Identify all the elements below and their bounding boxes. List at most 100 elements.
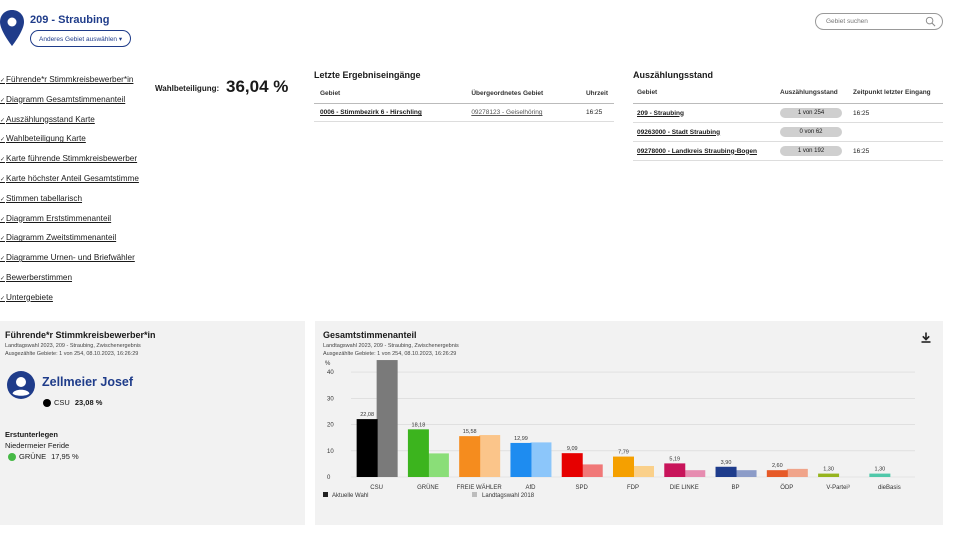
nav-link[interactable]: ✓Untergebiete [0,292,150,312]
bar-value-label: 12,99 [514,436,528,442]
card-subtitle: Ausgezählte Gebiete: 1 von 254, 08.10.20… [5,351,139,357]
check-icon: ✓ [0,157,6,164]
table-header-row: Gebiet Übergeordnetes Gebiet Uhrzeit [314,86,614,104]
nav-link-label: Diagramme Urnen- und Briefwähler [6,253,135,263]
bar-value-label: 15,58 [463,429,477,435]
leading-candidate-card: Führende*r Stimmkreisbewerber*in Landtag… [0,321,305,525]
bar-value-label: 2,60 [772,463,783,469]
x-tick-label: ÖDP [780,484,793,491]
nav-link-label: Bewerberstimmen [6,272,73,282]
column-header: Gebiet [314,86,466,104]
time-cell: 16:25 [579,103,614,122]
bar-2018 [633,465,654,477]
x-tick-label: dieBasis [878,485,901,491]
table-row: 09278000 - Landkreis Straubing-Bogen 1 v… [633,141,943,161]
download-icon[interactable] [921,332,931,343]
search-icon[interactable] [925,16,936,27]
candidate-name: Zellmeier Josef [42,375,134,389]
bar-current [766,470,788,477]
nav-link[interactable]: ✓Auszählungsstand Karte [0,114,150,134]
bar-current [818,473,840,477]
person-avatar-icon [7,371,35,399]
check-icon: ✓ [0,196,6,203]
nav-link[interactable]: ✓Diagramm Erststimmenanteil [0,213,150,233]
party-name: CSU [54,398,70,407]
card-subtitle: Ausgezählte Gebiete: 1 von 254, 08.10.20… [323,351,457,357]
bar-2018 [530,442,552,477]
bar-value-label: 18,18 [412,422,426,428]
table-row: 209 - Straubing 1 von 254 16:25 [633,103,943,123]
time-cell: 16:25 [849,141,943,161]
x-tick-label: SPD [576,485,589,491]
vote-share-bar-chart: % 0 10 20 30 40 22,08 CSU 18,18 GRÜNE 15,58 FREIE W… [323,360,915,499]
count-status-badge: 1 von 192 [780,146,842,156]
y-tick-label: 0 [327,475,331,481]
area-link[interactable]: 209 - Straubing [637,109,684,117]
nav-link[interactable]: ✓Karte höchster Anteil Gesamtstimme [0,173,150,193]
bar-value-label: 7,79 [618,450,629,456]
nav-link[interactable]: ✓Karte führende Stimmkreisbewerber [0,153,150,173]
bar-value-label: 5,19 [669,456,680,462]
nav-link-label: Wahlbeteiligung Karte [6,134,86,144]
nav-link[interactable]: ✓Führende*r Stimmkreisbewerber*in [0,74,150,94]
turnout-label: Wahlbeteiligung: [155,84,220,93]
nav-link-label: Stimmen tabellarisch [6,193,83,203]
column-header: Gebiet [633,86,776,104]
legend-swatch [323,492,328,497]
legend-label: Aktuelle Wahl [332,493,368,499]
nav-link[interactable]: ✓Diagramme Urnen- und Briefwähler [0,252,150,272]
parent-area-link[interactable]: 09278123 - Geiselhöring [471,109,543,116]
nav-link-label: Diagramm Erststimmenanteil [6,213,112,223]
legend-label: Landtagswahl 2018 [482,493,535,499]
nav-link-label: Auszählungsstand Karte [6,114,95,124]
nav-link[interactable]: ✓Diagramm Zweitstimmenanteil [0,232,150,252]
bar-current [356,419,378,477]
turnout-value: 36,04 % [226,77,289,96]
bar-2018 [684,470,706,477]
area-link[interactable]: 0006 - Stimmbezirk 6 - Hirschling [320,109,422,116]
party-name: GRÜNE [19,452,47,461]
bar-2018 [376,360,398,477]
bar-value-label: 9,09 [567,446,578,452]
card-title: Gesamtstimmenanteil [323,330,417,340]
count-status-badge: 0 von 62 [780,127,842,137]
area-link[interactable]: 09278000 - Landkreis Straubing-Bogen [637,147,757,155]
nav-link-label: Diagramm Gesamtstimmenanteil [6,94,126,104]
nav-link-label: Karte führende Stimmkreisbewerber [6,154,138,164]
area-link[interactable]: 09263000 - Stadt Straubing [637,128,721,136]
section-nav: ✓Führende*r Stimmkreisbewerber*in ✓Diagr… [0,74,150,312]
nav-link[interactable]: ✓Diagramm Gesamtstimmenanteil [0,94,150,114]
nav-link[interactable]: ✓Stimmen tabellarisch [0,193,150,213]
party-color-dot [8,452,16,461]
check-icon: ✓ [0,256,6,263]
runner-up-party: GRÜNE 17,95 % [8,452,79,461]
check-icon: ✓ [0,176,6,183]
search-input[interactable]: Gebiet suchen [815,13,943,30]
runner-up-name: Niedermeier Feride [5,441,70,450]
bar-value-label: 1,30 [875,467,886,473]
card-subtitle: Landtagswahl 2023, 209 - Straubing, Zwis… [323,343,459,349]
count-status-title: Auszählungsstand [633,70,714,80]
y-axis-unit: % [325,361,331,367]
table-row: 0006 - Stimmbezirk 6 - Hirschling 092781… [314,103,614,122]
bar-current [869,473,891,477]
card-subtitle: Landtagswahl 2023, 209 - Straubing, Zwis… [5,343,141,349]
nav-link[interactable]: ✓Bewerberstimmen [0,272,150,292]
column-header: Auszählungsstand [776,86,849,104]
check-icon: ✓ [0,216,6,223]
check-icon: ✓ [0,236,6,243]
count-status-table: Gebiet Auszählungsstand Zeitpunkt letzte… [633,86,943,161]
latest-results-table: Gebiet Übergeordnetes Gebiet Uhrzeit 000… [314,86,614,122]
x-tick-label: DIE LINKE [670,485,699,491]
nav-link[interactable]: ✓Wahlbeteiligung Karte [0,133,150,153]
check-icon: ✓ [0,97,6,104]
bar-current [664,463,686,477]
change-area-button[interactable]: Anderes Gebiet auswählen ▾ [30,30,132,47]
x-tick-label: FDP [627,485,639,491]
bar-value-label: 1,30 [823,467,834,473]
candidate-percent: 23,08 % [74,398,103,407]
bar-value-label: 22,08 [360,412,374,418]
bar-2018 [427,453,449,477]
bar-current [715,466,737,477]
x-tick-label: FREIE WÄHLER [457,484,503,491]
